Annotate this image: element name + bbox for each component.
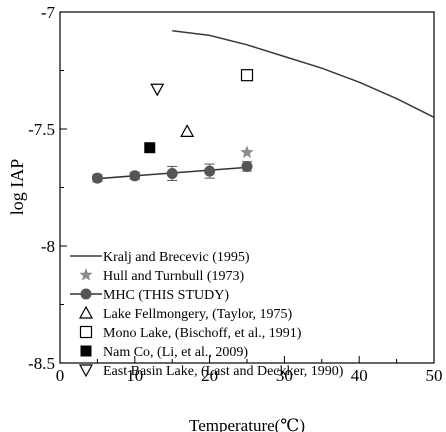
data-point <box>166 167 178 179</box>
data-point <box>204 165 216 177</box>
data-point <box>180 124 195 137</box>
legend-label: Nam Co, (Li, et al., 2009) <box>103 345 248 360</box>
legend-swatch-marker <box>78 305 94 319</box>
legend-label: Mono Lake, (Bischoff, et al., 1991) <box>103 326 302 341</box>
data-point <box>241 160 253 172</box>
legend-label: MHC (THIS STUDY) <box>103 288 229 303</box>
data-marks <box>91 29 435 184</box>
x-axis-label: Temperature(℃) <box>189 416 305 432</box>
data-point <box>240 145 254 159</box>
x-tick-label: 20 <box>201 366 218 385</box>
y-tick-label: -8.5 <box>28 354 55 373</box>
legend-swatch-marker <box>78 364 94 378</box>
legend-label: East Basin Lake, (Last and Deckker, 1990… <box>103 364 344 379</box>
legend-swatch-marker <box>80 288 92 300</box>
legend-label: Lake Fellmongery, (Taylor, 1975) <box>103 307 293 322</box>
legend-label: Kralj and Brecevic (1995) <box>103 250 250 265</box>
series-line-kralj <box>172 29 435 118</box>
y-tick-label: -7 <box>41 3 56 22</box>
data-point <box>129 170 141 182</box>
data-point <box>240 69 254 82</box>
x-tick-label: 40 <box>351 366 368 385</box>
x-tick-label: 50 <box>426 366 443 385</box>
data-point <box>144 142 156 154</box>
data-point <box>150 83 165 97</box>
y-axis-label: log IAP <box>7 159 27 216</box>
legend-label: Hull and Turnbull (1973) <box>103 269 245 284</box>
legend: Kralj and Brecevic (1995) Hull and Turnbu… <box>70 250 344 379</box>
legend-swatch-marker <box>79 325 93 339</box>
x-tick-label: 30 <box>276 366 293 385</box>
legend-swatch-marker <box>80 345 92 357</box>
x-tick-label: 10 <box>126 366 143 385</box>
y-tick-label: -8 <box>41 237 55 256</box>
data-point <box>91 172 103 184</box>
x-axis: 0 10 20 30 40 50 <box>56 356 443 385</box>
legend-swatch-marker <box>79 268 93 281</box>
x-tick-label: 0 <box>56 366 65 385</box>
y-axis: -7 -7.5 -8 -8.5 <box>28 3 67 373</box>
y-tick-label: -7.5 <box>28 120 55 139</box>
